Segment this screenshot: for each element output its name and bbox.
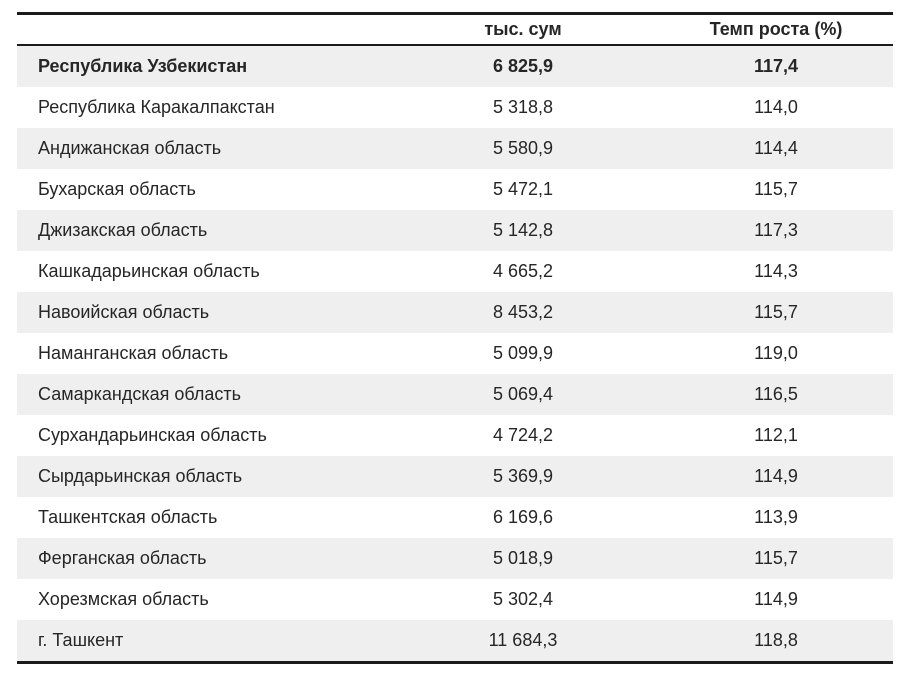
region-cell: Сурхандарьинская область: [38, 425, 267, 445]
region-cell: Кашкадарьинская область: [38, 261, 260, 281]
region-cell: Наманганская область: [38, 343, 229, 363]
value-cell: 5 472,1: [492, 179, 554, 199]
table-row: Наманганская область 5 099,9 119,0: [17, 333, 893, 374]
value-cell: 5 099,9: [492, 343, 554, 363]
growth-cell: 117,4: [753, 56, 799, 76]
column-header-value: тыс. сум: [387, 13, 659, 46]
growth-cell: 114,0: [754, 97, 798, 117]
table-row: Ферганская область 5 018,9 115,7: [17, 538, 893, 579]
growth-cell: 114,9: [754, 466, 798, 486]
table-row: Бухарская область 5 472,1 115,7: [17, 169, 893, 210]
value-cell: 5 018,9: [492, 548, 554, 568]
region-cell: Бухарская область: [38, 179, 196, 199]
growth-cell: 112,1: [754, 425, 798, 445]
table-body: Республика Узбекистан 6 825,9 117,4 Республ…: [17, 45, 893, 663]
growth-cell: 115,7: [754, 179, 798, 199]
table-row: Хорезмская область 5 302,4 114,9: [17, 579, 893, 620]
table-row: г. Ташкент 11 684,3 118,8: [17, 620, 893, 663]
value-cell: 5 318,8: [492, 97, 554, 117]
region-cell: Республика Узбекистан: [38, 56, 248, 76]
region-cell: Самаркандская область: [38, 384, 242, 404]
growth-cell: 119,0: [754, 343, 798, 363]
region-cell: г. Ташкент: [38, 630, 124, 650]
region-cell: Сырдарьинская область: [38, 466, 243, 486]
table-header: тыс. сум Темп роста (%): [17, 13, 893, 46]
growth-cell: 118,8: [754, 630, 798, 650]
table-row: Джизакская область 5 142,8 117,3: [17, 210, 893, 251]
growth-cell: 115,7: [754, 302, 798, 322]
region-cell: Республика Каракалпакстан: [38, 97, 275, 117]
table-row: Сырдарьинская область 5 369,9 114,9: [17, 456, 893, 497]
growth-cell: 114,3: [754, 261, 798, 281]
value-cell: 6 169,6: [492, 507, 554, 527]
value-cell: 4 724,2: [492, 425, 554, 445]
table-row: Сурхандарьинская область 4 724,2 112,1: [17, 415, 893, 456]
regions-table: тыс. сум Темп роста (%) Республика Узбек…: [17, 12, 893, 664]
value-cell: 5 580,9: [492, 138, 554, 158]
table-row: Республика Узбекистан 6 825,9 117,4: [17, 45, 893, 87]
table-row: Республика Каракалпакстан 5 318,8 114,0: [17, 87, 893, 128]
region-cell: Хорезмская область: [38, 589, 209, 609]
header-row: тыс. сум Темп роста (%): [17, 13, 893, 46]
region-cell: Андижанская область: [38, 138, 222, 158]
growth-cell: 117,3: [754, 220, 798, 240]
table-row: Кашкадарьинская область 4 665,2 114,3: [17, 251, 893, 292]
growth-cell: 114,4: [754, 138, 798, 158]
growth-cell: 116,5: [754, 384, 798, 404]
region-cell: Джизакская область: [38, 220, 208, 240]
region-cell: Навоийская область: [38, 302, 210, 322]
table-row: Самаркандская область 5 069,4 116,5: [17, 374, 893, 415]
value-cell: 6 825,9: [492, 56, 554, 76]
value-cell: 8 453,2: [492, 302, 554, 322]
column-header-growth: Темп роста (%): [659, 13, 893, 46]
column-header-region: [17, 13, 387, 46]
growth-cell: 114,9: [754, 589, 798, 609]
value-cell: 4 665,2: [492, 261, 554, 281]
growth-cell: 113,9: [754, 507, 798, 527]
table-row: Навоийская область 8 453,2 115,7: [17, 292, 893, 333]
growth-cell: 115,7: [754, 548, 798, 568]
region-cell: Ферганская область: [38, 548, 207, 568]
value-cell: 5 142,8: [492, 220, 554, 240]
value-cell: 5 369,9: [492, 466, 554, 486]
table-row: Андижанская область 5 580,9 114,4: [17, 128, 893, 169]
value-cell: 5 069,4: [492, 384, 554, 404]
region-cell: Ташкентская область: [38, 507, 218, 527]
table-row: Ташкентская область 6 169,6 113,9: [17, 497, 893, 538]
value-cell: 5 302,4: [492, 589, 554, 609]
value-cell: 11 684,3: [488, 630, 558, 650]
